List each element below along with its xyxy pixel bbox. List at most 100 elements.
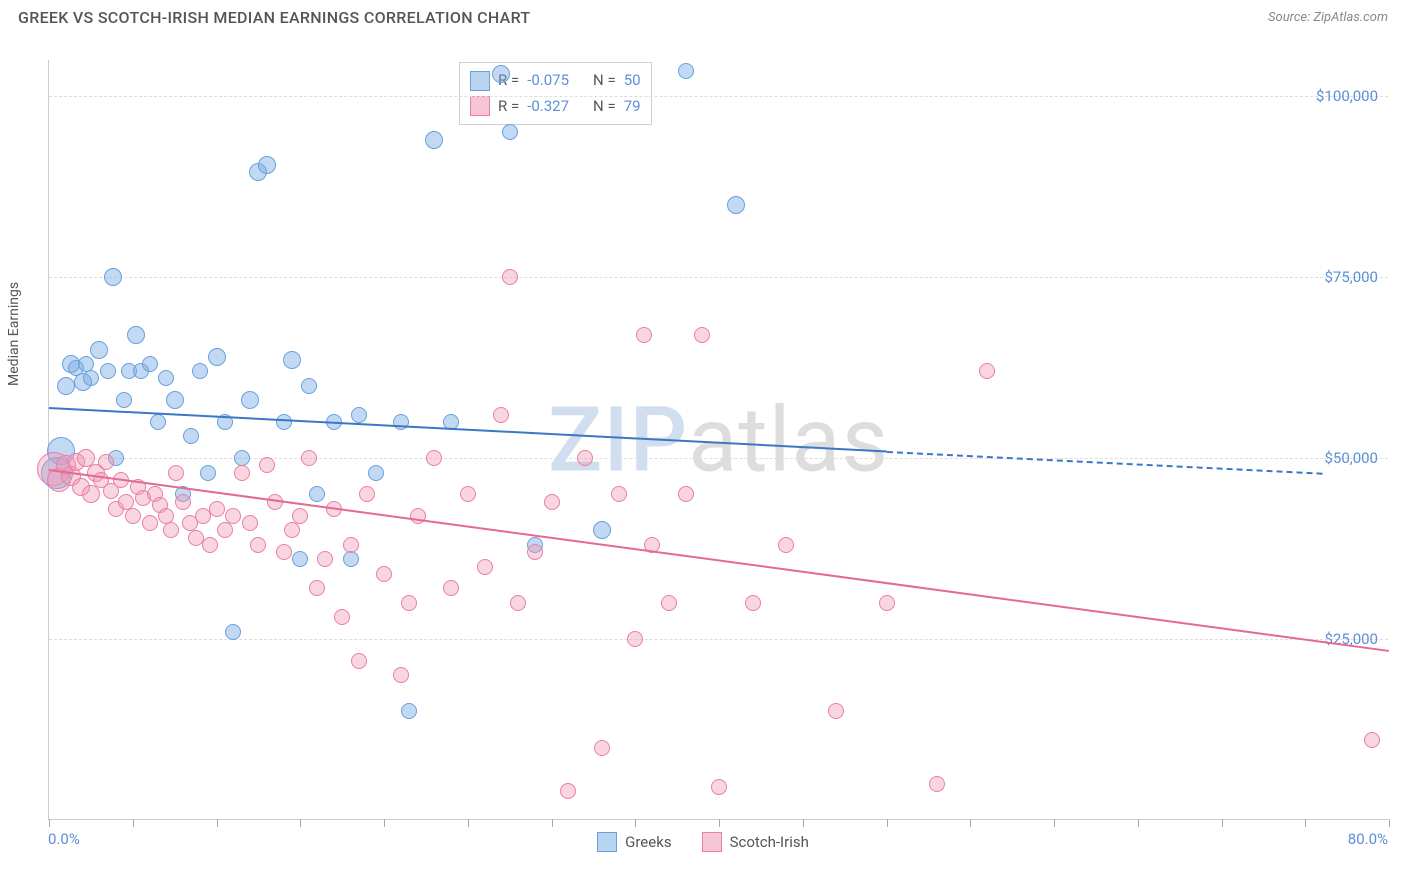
data-point <box>98 454 114 470</box>
data-point <box>283 351 301 369</box>
data-point <box>560 783 576 799</box>
data-point <box>166 391 184 409</box>
correlation-legend: R = -0.075 N = 50 R = -0.327 N = 79 <box>459 62 652 125</box>
data-point <box>502 124 518 140</box>
data-point <box>593 521 611 539</box>
data-point <box>879 595 895 611</box>
data-point <box>309 486 325 502</box>
data-point <box>183 428 199 444</box>
data-point <box>477 559 493 575</box>
data-point <box>368 465 384 481</box>
x-tick <box>552 819 553 827</box>
x-tick <box>1222 819 1223 827</box>
data-point <box>502 269 518 285</box>
y-tick-label: $75,000 <box>1324 268 1378 286</box>
x-tick <box>133 819 134 827</box>
source-label: Source: ZipAtlas.com <box>1268 10 1388 25</box>
data-point <box>661 595 677 611</box>
data-point <box>250 537 266 553</box>
x-tick <box>49 819 50 827</box>
data-point <box>426 450 442 466</box>
swatch-scotch-irish <box>470 96 490 116</box>
swatch-greeks <box>470 71 490 91</box>
data-point <box>611 486 627 502</box>
data-point <box>443 580 459 596</box>
gridline <box>49 96 1388 97</box>
data-point <box>158 370 174 386</box>
data-point <box>225 508 241 524</box>
data-point <box>175 494 191 510</box>
series-legend: Greeks Scotch-Irish <box>0 832 1406 852</box>
gridline <box>49 458 1388 459</box>
data-point <box>527 544 543 560</box>
trend-line <box>886 451 1322 475</box>
x-tick <box>887 819 888 827</box>
x-tick <box>300 819 301 827</box>
data-point <box>100 363 116 379</box>
data-point <box>401 703 417 719</box>
data-point <box>309 580 325 596</box>
data-point <box>594 740 610 756</box>
data-point <box>678 63 694 79</box>
data-point <box>678 486 694 502</box>
trend-line <box>49 469 1389 652</box>
data-point <box>241 391 259 409</box>
header: GREEK VS SCOTCH-IRISH MEDIAN EARNINGS CO… <box>0 0 1406 27</box>
data-point <box>828 703 844 719</box>
data-point <box>127 326 145 344</box>
swatch-scotch-irish-icon <box>702 832 722 852</box>
data-point <box>979 363 995 379</box>
data-point <box>83 370 99 386</box>
legend-item-greeks: Greeks <box>597 832 671 852</box>
data-point <box>492 65 510 83</box>
x-tick <box>217 819 218 827</box>
data-point <box>544 494 560 510</box>
data-point <box>276 414 292 430</box>
x-tick <box>719 819 720 827</box>
y-tick-label: $100,000 <box>1316 87 1378 105</box>
data-point <box>90 341 108 359</box>
data-point <box>510 595 526 611</box>
data-point <box>217 522 233 538</box>
x-tick <box>970 819 971 827</box>
data-point <box>301 450 317 466</box>
data-point <box>334 609 350 625</box>
data-point <box>301 378 317 394</box>
data-point <box>393 667 409 683</box>
data-point <box>168 465 184 481</box>
data-point <box>460 486 476 502</box>
data-point <box>778 537 794 553</box>
data-point <box>192 363 208 379</box>
data-point <box>343 551 359 567</box>
data-point <box>202 537 218 553</box>
data-point <box>163 522 179 538</box>
data-point <box>627 631 643 647</box>
data-point <box>351 653 367 669</box>
legend-row-scotch-irish: R = -0.327 N = 79 <box>470 94 641 120</box>
swatch-greeks-icon <box>597 832 617 852</box>
data-point <box>234 465 250 481</box>
data-point <box>116 392 132 408</box>
x-tick <box>1138 819 1139 827</box>
data-point <box>493 407 509 423</box>
y-axis-title: Median Earnings <box>6 282 22 386</box>
data-point <box>343 537 359 553</box>
data-point <box>1364 732 1380 748</box>
data-point <box>258 156 276 174</box>
data-point <box>929 776 945 792</box>
x-tick <box>1054 819 1055 827</box>
watermark: ZIPatlas <box>548 387 889 492</box>
x-tick <box>384 819 385 827</box>
data-point <box>745 595 761 611</box>
data-point <box>242 515 258 531</box>
data-point <box>209 501 225 517</box>
data-point <box>401 595 417 611</box>
data-point <box>208 348 226 366</box>
data-point <box>577 450 593 466</box>
data-point <box>104 268 122 286</box>
data-point <box>284 522 300 538</box>
data-point <box>150 414 166 430</box>
data-point <box>359 486 375 502</box>
data-point <box>727 196 745 214</box>
data-point <box>694 327 710 343</box>
